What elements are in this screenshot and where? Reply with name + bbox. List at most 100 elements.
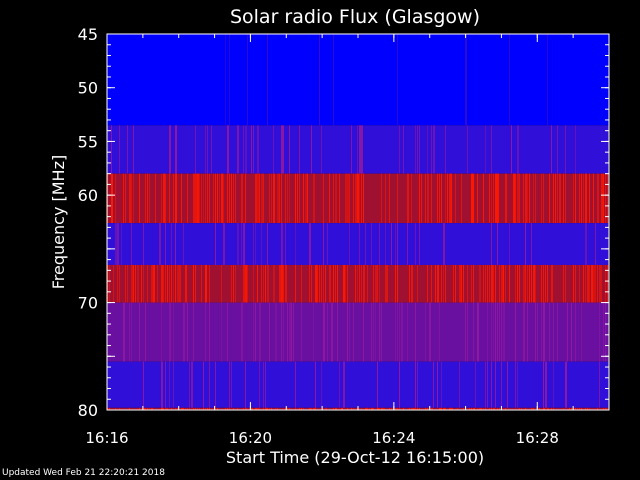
intensity-streak [433,361,434,408]
intensity-streak [509,223,510,265]
intensity-streak [227,173,228,224]
intensity-streak [257,125,259,174]
intensity-streak [147,264,148,303]
intensity-streak [349,173,350,224]
intensity-streak [497,302,498,362]
intensity-streak [367,407,368,410]
intensity-streak [453,264,454,303]
intensity-streak [315,361,316,408]
intensity-streak [187,302,188,362]
y-axis-label: Frequency [MHz] [49,155,68,289]
intensity-streak [543,264,544,303]
intensity-streak [209,361,210,408]
intensity-streak [281,173,282,224]
intensity-streak [377,361,378,408]
intensity-streak [485,407,486,410]
intensity-streak [229,407,230,410]
intensity-streak [359,264,360,303]
intensity-streak [209,407,210,410]
intensity-streak [135,264,136,303]
intensity-streak [289,173,290,224]
intensity-streak [227,407,228,410]
intensity-streak [377,264,378,303]
intensity-streak [549,302,550,362]
intensity-streak [115,223,117,265]
intensity-streak [351,407,352,410]
intensity-streak [385,264,387,303]
intensity-streak [427,173,429,224]
intensity-streak [421,173,422,224]
intensity-streak [395,302,396,362]
intensity-streak [553,302,554,362]
intensity-streak [431,173,432,224]
intensity-streak [531,223,532,265]
intensity-streak [565,125,566,174]
intensity-streak [489,173,490,224]
intensity-streak [183,302,185,362]
intensity-streak [273,173,275,224]
intensity-streak [473,173,474,224]
intensity-streak [479,264,481,303]
intensity-streak [295,361,296,408]
intensity-streak [401,302,403,362]
intensity-streak [505,264,506,303]
intensity-streak [425,407,426,410]
intensity-streak [225,34,226,126]
intensity-streak [123,302,125,362]
intensity-streak [203,173,204,224]
intensity-streak [241,173,243,224]
intensity-streak [349,302,350,362]
intensity-streak [355,264,356,303]
intensity-streak [187,407,188,410]
intensity-streak [397,173,398,224]
y-tick-label: 70 [78,294,98,313]
intensity-streak [585,223,587,265]
intensity-streak [535,173,536,224]
intensity-streak [517,173,519,224]
intensity-streak [287,302,288,362]
intensity-streak [327,223,328,265]
intensity-streak [471,264,472,303]
intensity-streak [137,264,139,303]
intensity-streak [305,173,307,224]
y-tick-label: 45 [78,25,98,44]
intensity-streak [575,173,576,224]
intensity-streak [379,302,380,362]
intensity-streak [161,361,163,408]
y-tick-label: 50 [78,79,98,98]
intensity-streak [175,264,176,303]
intensity-streak [241,223,242,265]
intensity-streak [431,407,433,410]
intensity-streak [343,264,345,303]
intensity-streak [515,173,516,224]
intensity-streak [411,264,413,303]
intensity-streak [499,302,500,362]
intensity-streak [157,264,158,303]
intensity-streak [533,173,534,224]
intensity-streak [165,407,167,410]
intensity-streak [355,173,357,224]
intensity-streak [449,173,451,224]
intensity-streak [493,173,494,224]
intensity-streak [343,361,345,408]
intensity-streak [261,173,263,224]
intensity-streak [319,264,320,303]
intensity-streak [215,361,216,408]
intensity-streak [235,264,236,303]
intensity-streak [497,223,498,265]
intensity-streak [565,264,566,303]
intensity-streak [209,173,210,224]
intensity-streak [399,407,400,410]
intensity-streak [265,264,266,303]
intensity-streak [607,173,608,224]
intensity-streak [133,264,134,303]
intensity-streak [459,264,461,303]
intensity-streak [399,125,400,174]
intensity-streak [233,407,234,410]
intensity-streak [523,173,524,224]
intensity-streak [389,173,390,224]
intensity-streak [195,173,197,224]
intensity-streak [397,264,398,303]
intensity-streak [525,407,526,410]
intensity-streak [557,173,558,224]
